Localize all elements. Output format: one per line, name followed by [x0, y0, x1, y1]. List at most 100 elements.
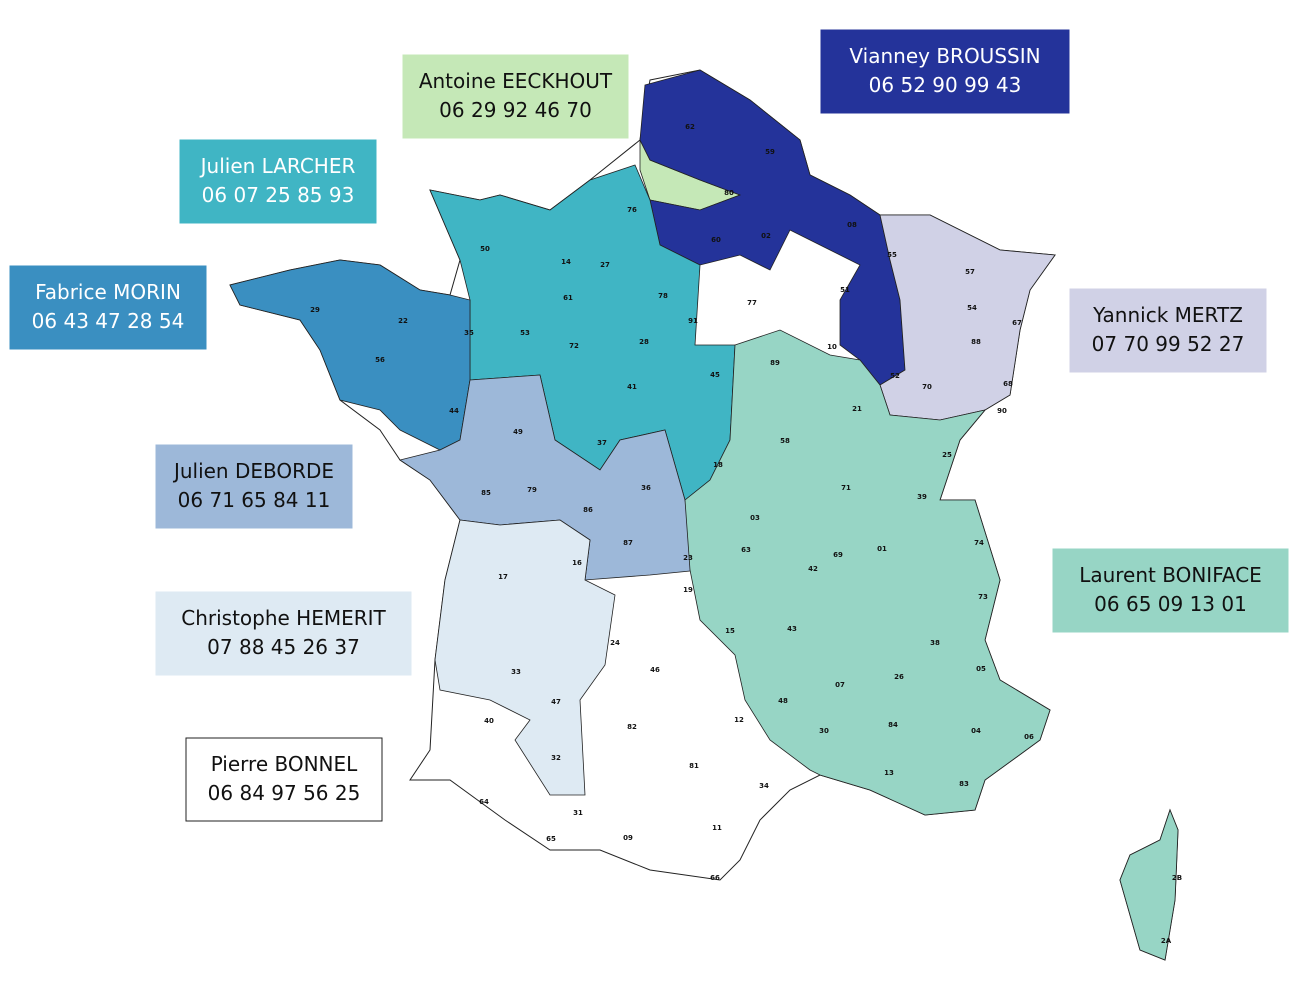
department-label: 42 [808, 565, 818, 573]
department-label: 30 [819, 727, 829, 735]
department-label: 50 [480, 245, 490, 253]
department-label: 80 [724, 189, 734, 197]
department-label: 28 [639, 338, 649, 346]
contact-card: Vianney BROUSSIN 06 52 90 99 43 [820, 29, 1070, 114]
department-label: 49 [513, 428, 523, 436]
department-label: 72 [569, 342, 579, 350]
contact-phone: 06 65 09 13 01 [1094, 592, 1247, 616]
region [434, 519, 616, 796]
contact-card: Laurent BONIFACE 06 65 09 13 01 [1052, 548, 1289, 633]
department-label: 21 [852, 405, 862, 413]
department-label: 67 [1012, 319, 1022, 327]
department-label: 26 [894, 673, 904, 681]
region [229, 259, 471, 451]
department-label: 14 [561, 258, 571, 266]
department-label: 85 [481, 489, 491, 497]
contact-box [179, 139, 377, 224]
department-label: 24 [610, 639, 620, 647]
department-label: 10 [827, 343, 837, 351]
department-label: 73 [978, 593, 988, 601]
department-label: 04 [971, 727, 981, 735]
region [639, 69, 906, 386]
department-label: 38 [930, 639, 940, 647]
department-label: 06 [1024, 733, 1034, 741]
department-label: 52 [890, 372, 900, 380]
department-label: 36 [641, 484, 651, 492]
contact-name: Fabrice MORIN [35, 280, 181, 304]
department-label: 61 [563, 294, 573, 302]
contact-box [155, 591, 412, 676]
department-label: 56 [375, 356, 385, 364]
contact-name: Laurent BONIFACE [1079, 563, 1262, 587]
department-label: 27 [600, 261, 610, 269]
department-label: 22 [398, 317, 408, 325]
region [1119, 808, 1179, 961]
department-label: 74 [974, 539, 984, 547]
department-label: 34 [759, 782, 769, 790]
department-label: 66 [710, 874, 720, 882]
department-label: 62 [685, 123, 695, 131]
department-label: 23 [683, 554, 693, 562]
contact-name: Yannick MERTZ [1092, 303, 1243, 327]
department-label: 17 [498, 573, 508, 581]
department-label: 31 [573, 809, 583, 817]
department-label: 29 [310, 306, 320, 314]
department-label: 16 [572, 559, 582, 567]
department-label: 08 [847, 221, 857, 229]
department-label: 07 [835, 681, 845, 689]
department-label: 90 [997, 407, 1007, 415]
department-label: 86 [583, 506, 593, 514]
department-label: 91 [688, 317, 698, 325]
department-label: 82 [627, 723, 637, 731]
contact-box [9, 265, 207, 350]
department-label: 63 [741, 546, 751, 554]
contact-name: Vianney BROUSSIN [849, 44, 1040, 68]
department-label: 15 [725, 627, 735, 635]
department-label: 01 [877, 545, 887, 553]
department-label: 68 [1003, 380, 1013, 388]
contact-name: Julien LARCHER [199, 154, 356, 178]
department-label: 48 [778, 697, 788, 705]
department-label: 76 [627, 206, 637, 214]
department-label: 79 [527, 486, 537, 494]
contact-phone: 06 84 97 56 25 [208, 781, 361, 805]
department-label: 57 [965, 268, 975, 276]
contact-box [155, 444, 353, 529]
department-label: 19 [683, 586, 693, 594]
department-label: 51 [840, 286, 850, 294]
department-label: 2A [1161, 937, 1172, 945]
department-label: 2B [1172, 874, 1182, 882]
contact-box [1069, 288, 1267, 373]
department-label: 65 [546, 835, 556, 843]
department-label: 59 [765, 148, 775, 156]
department-label: 39 [917, 493, 927, 501]
department-label: 84 [888, 721, 898, 729]
department-label: 46 [650, 666, 660, 674]
contact-box [185, 737, 383, 822]
department-label: 41 [627, 383, 637, 391]
contact-card: Pierre BONNEL 06 84 97 56 25 [185, 737, 383, 822]
department-label: 71 [841, 484, 851, 492]
contact-phone: 06 43 47 28 54 [32, 309, 185, 333]
contact-phone: 06 71 65 84 11 [178, 488, 331, 512]
contact-phone: 06 07 25 85 93 [202, 183, 355, 207]
department-label: 11 [712, 824, 722, 832]
department-label: 05 [976, 665, 986, 673]
contact-name: Antoine EECKHOUT [419, 69, 613, 93]
department-label: 33 [511, 668, 521, 676]
department-label: 03 [750, 514, 760, 522]
contact-box [1052, 548, 1289, 633]
contact-card: Antoine EECKHOUT 06 29 92 46 70 [402, 54, 629, 139]
contact-phone: 06 29 92 46 70 [439, 98, 592, 122]
department-label: 88 [971, 338, 981, 346]
department-label: 77 [747, 299, 757, 307]
contact-name: Pierre BONNEL [211, 752, 358, 776]
department-label: 43 [787, 625, 797, 633]
department-label: 83 [959, 780, 969, 788]
contact-card: Julien DEBORDE 06 71 65 84 11 [155, 444, 353, 529]
department-label: 32 [551, 754, 561, 762]
department-label: 54 [967, 304, 977, 312]
department-label: 78 [658, 292, 668, 300]
department-label: 35 [464, 329, 474, 337]
department-label: 55 [887, 251, 897, 259]
